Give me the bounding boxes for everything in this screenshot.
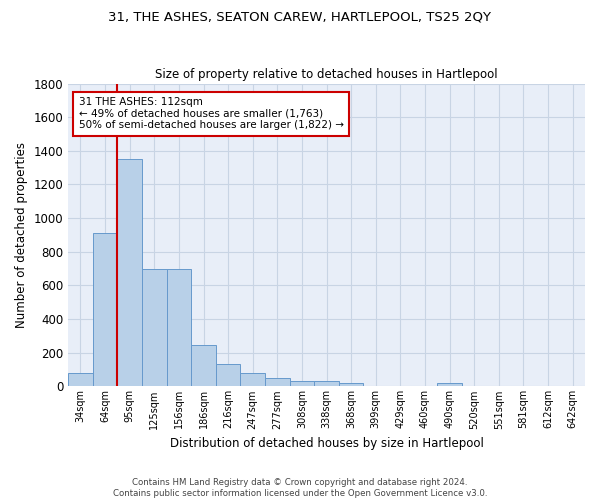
Bar — [93, 234, 118, 386]
Bar — [142, 268, 167, 386]
Bar — [339, 383, 364, 386]
Bar — [191, 345, 216, 387]
X-axis label: Distribution of detached houses by size in Hartlepool: Distribution of detached houses by size … — [170, 437, 484, 450]
Bar — [241, 373, 265, 386]
Bar — [216, 364, 241, 386]
Bar — [68, 373, 93, 386]
Text: Contains HM Land Registry data © Crown copyright and database right 2024.
Contai: Contains HM Land Registry data © Crown c… — [113, 478, 487, 498]
Bar — [167, 268, 191, 386]
Text: 31 THE ASHES: 112sqm
← 49% of detached houses are smaller (1,763)
50% of semi-de: 31 THE ASHES: 112sqm ← 49% of detached h… — [79, 97, 344, 130]
Bar — [290, 382, 314, 386]
Bar — [437, 383, 462, 386]
Bar — [314, 382, 339, 386]
Bar — [118, 160, 142, 386]
Bar — [265, 378, 290, 386]
Y-axis label: Number of detached properties: Number of detached properties — [15, 142, 28, 328]
Title: Size of property relative to detached houses in Hartlepool: Size of property relative to detached ho… — [155, 68, 498, 81]
Text: 31, THE ASHES, SEATON CAREW, HARTLEPOOL, TS25 2QY: 31, THE ASHES, SEATON CAREW, HARTLEPOOL,… — [109, 10, 491, 23]
